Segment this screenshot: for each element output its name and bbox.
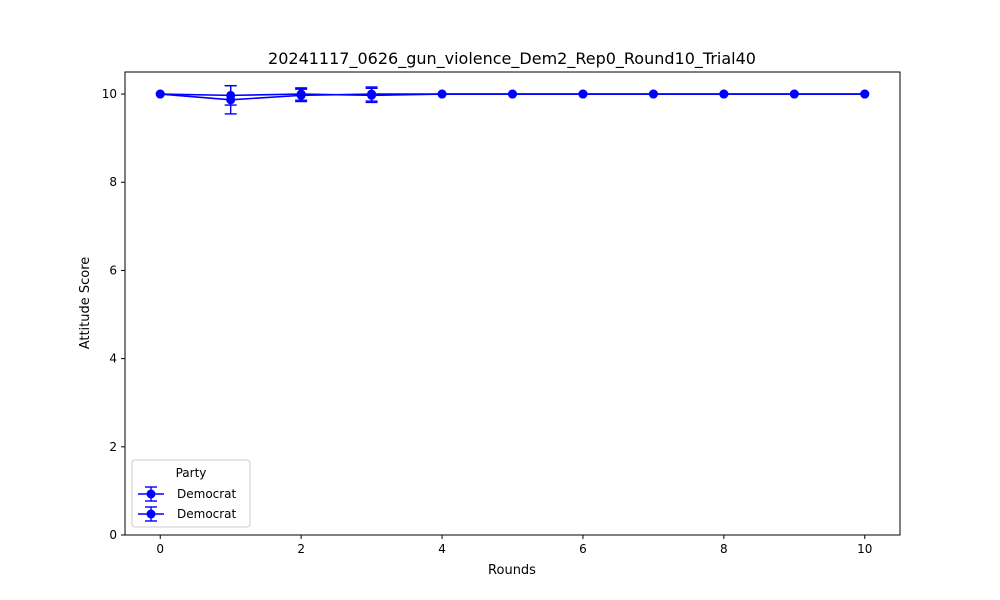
x-tick-label-5: 10 [857,542,872,556]
series-1 [155,84,870,115]
legend-marker-1 [146,509,156,519]
x-tick-label-3: 6 [579,542,587,556]
x-tick-label-1: 2 [297,542,305,556]
y-tick-label-3: 6 [109,263,117,277]
x-tick-label-4: 8 [720,542,728,556]
legend-label-0: Democrat [177,487,237,501]
y-tick-label-2: 4 [109,352,117,366]
series-1-point-6 [578,89,588,99]
series-1-point-3 [367,89,377,99]
y-tick-label-5: 10 [102,87,117,101]
chart-title: 20241117_0626_gun_violence_Dem2_Rep0_Rou… [268,49,756,69]
series-1-point-10 [860,89,870,99]
series-1-point-8 [719,89,729,99]
legend-label-1: Democrat [177,507,237,521]
y-axis-label: Attitude Score [78,257,93,350]
series-1-point-7 [648,89,658,99]
series-1-point-9 [789,89,799,99]
y-tick-label-1: 2 [109,440,117,454]
legend-box [131,459,251,528]
series-1-point-5 [508,89,517,99]
series-1-point-1 [226,95,236,105]
legend: Party Democrat Democrat [131,459,251,528]
series-1-point-0 [155,89,165,99]
axes-frame [124,71,901,536]
series-1-point-2 [296,90,306,100]
y-tick-label-0: 0 [109,528,117,542]
series-1-point-4 [437,89,447,99]
x-axis-label: Rounds [488,563,536,578]
plot-area: 0 2 4 6 8 10 0 2 4 6 8 10 [102,71,901,556]
x-tick-label-2: 4 [438,542,446,556]
legend-marker-0 [146,489,156,499]
y-tick-label-4: 8 [109,175,117,189]
legend-title: Party [176,466,207,480]
x-tick-label-0: 0 [156,542,164,556]
